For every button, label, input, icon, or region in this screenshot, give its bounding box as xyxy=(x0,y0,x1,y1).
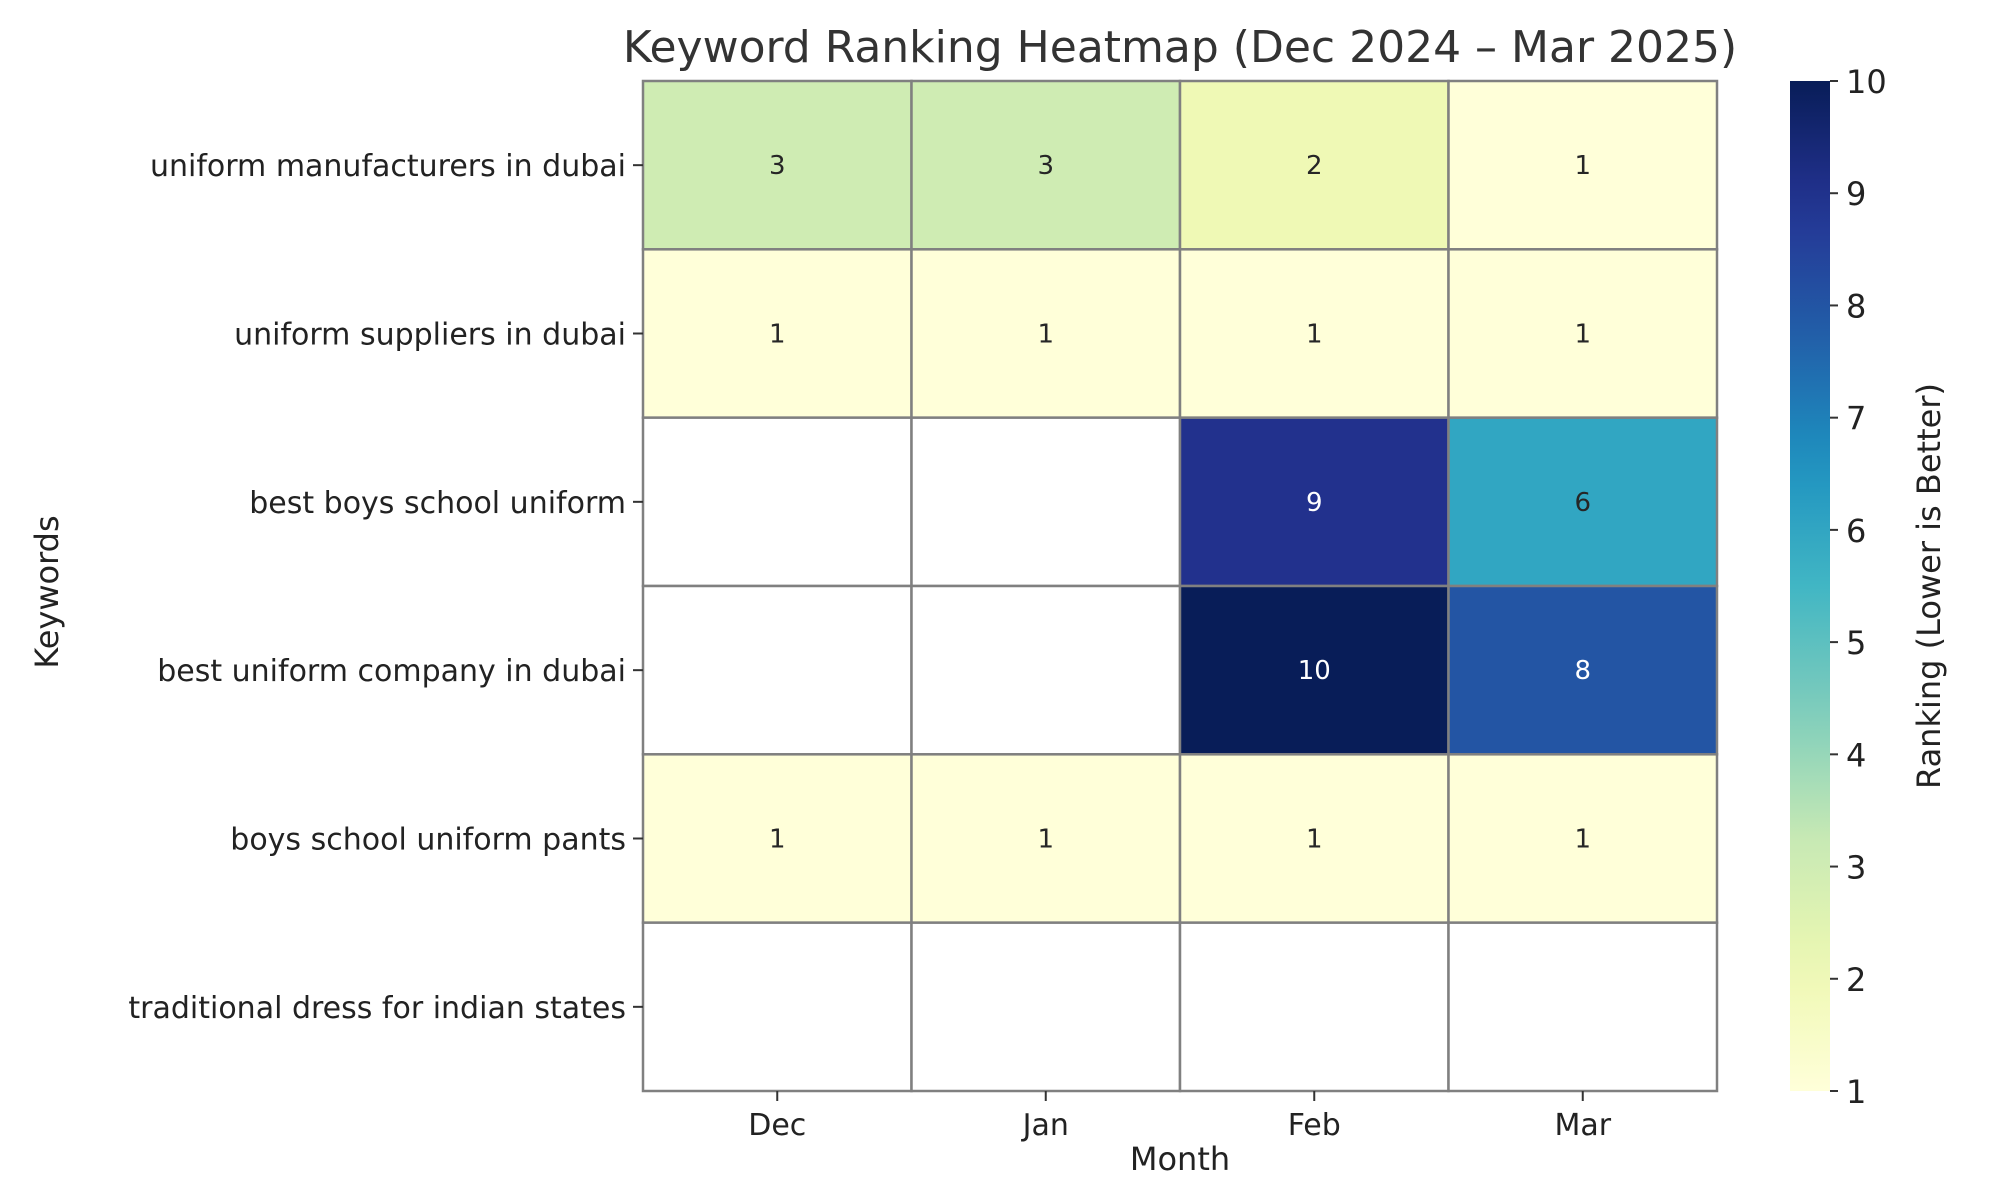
heatmap-cell xyxy=(641,79,913,251)
heatmap-cell xyxy=(641,584,913,756)
chart-title: Keyword Ranking Heatmap (Dec 2024 – Mar … xyxy=(623,22,1737,73)
x-axis-ticks: Dec Jan Feb Mar xyxy=(748,1091,1612,1143)
heatmap-cell xyxy=(1447,584,1719,756)
cell-value-label: 1 xyxy=(1306,825,1323,855)
heatmap-cell xyxy=(1178,921,1450,1093)
y-axis-ticks: uniform manufacturers in dubai uniform su… xyxy=(128,149,643,1026)
y-tick-label: best uniform company in dubai xyxy=(157,654,626,689)
heatmap-cells xyxy=(641,79,1719,1093)
x-tick-label: Feb xyxy=(1288,1108,1341,1143)
cell-value-label: 1 xyxy=(769,825,786,855)
heatmap-cell-labels: 3 3 2 1 1 1 1 1 9 6 10 8 1 1 1 1 xyxy=(769,151,1591,854)
cell-value-label: 1 xyxy=(1574,151,1591,181)
colorbar-tick-label: 7 xyxy=(1846,400,1866,438)
y-tick-label: uniform manufacturers in dubai xyxy=(150,149,626,184)
cell-value-label: 2 xyxy=(1306,151,1323,181)
y-axis-label: Keywords xyxy=(28,515,66,668)
heatmap-cell xyxy=(1447,753,1719,924)
heatmap-cell xyxy=(1447,79,1719,251)
heatmap-cell xyxy=(641,753,913,924)
heatmap-cell xyxy=(641,921,913,1093)
cell-value-label: 1 xyxy=(769,320,786,350)
cell-value-label: 3 xyxy=(1037,151,1054,181)
cell-value-label: 1 xyxy=(1037,825,1054,855)
y-tick-label: boys school uniform pants xyxy=(230,823,626,858)
colorbar-tick-label: 1 xyxy=(1846,1073,1866,1111)
cell-value-label: 1 xyxy=(1574,320,1591,350)
heatmap-cell xyxy=(910,416,1182,588)
y-tick-label: best boys school uniform xyxy=(249,486,626,521)
cell-value-label: 1 xyxy=(1306,320,1323,350)
colorbar-tick-label: 5 xyxy=(1846,624,1866,662)
y-tick-label: traditional dress for indian states xyxy=(128,991,626,1026)
colorbar-tick-label: 3 xyxy=(1846,849,1866,887)
cell-value-label: 6 xyxy=(1574,488,1591,518)
heatmap-cell xyxy=(1447,248,1719,419)
heatmap-cell xyxy=(910,921,1182,1093)
heatmap-cell xyxy=(910,584,1182,756)
colorbar-tick-label: 8 xyxy=(1846,287,1866,325)
cell-value-label: 10 xyxy=(1298,656,1331,686)
y-tick-label: uniform suppliers in dubai xyxy=(234,318,626,353)
colorbar-tick-label: 6 xyxy=(1846,512,1866,550)
heatmap-cell xyxy=(1447,921,1719,1093)
heatmap-cell xyxy=(641,416,913,588)
colorbar-tick-label: 4 xyxy=(1846,736,1866,774)
cell-value-label: 9 xyxy=(1306,488,1323,518)
colorbar xyxy=(1790,81,1830,1091)
cell-value-label: 1 xyxy=(1037,320,1054,350)
cell-value-label: 8 xyxy=(1574,656,1591,686)
x-axis-label: Month xyxy=(1130,1140,1230,1178)
heatmap-cell xyxy=(910,79,1182,251)
heatmap-cell xyxy=(641,248,913,419)
heatmap-cell xyxy=(1447,416,1719,588)
x-tick-label: Jan xyxy=(1021,1108,1069,1143)
cell-value-label: 1 xyxy=(1574,825,1591,855)
colorbar-label: Ranking (Lower is Better) xyxy=(1910,383,1948,789)
colorbar-ticks: 1 2 3 4 5 6 7 8 9 10 xyxy=(1830,63,1887,1111)
colorbar-tick-label: 9 xyxy=(1846,175,1866,213)
colorbar-tick-label: 10 xyxy=(1846,63,1887,101)
heatmap-cell xyxy=(910,248,1182,419)
heatmap-cell xyxy=(910,753,1182,924)
cell-value-label: 3 xyxy=(769,151,786,181)
heatmap-cell xyxy=(1178,79,1450,251)
x-tick-label: Dec xyxy=(748,1108,806,1143)
x-tick-label: Mar xyxy=(1554,1108,1611,1143)
colorbar-tick-label: 2 xyxy=(1846,961,1866,999)
